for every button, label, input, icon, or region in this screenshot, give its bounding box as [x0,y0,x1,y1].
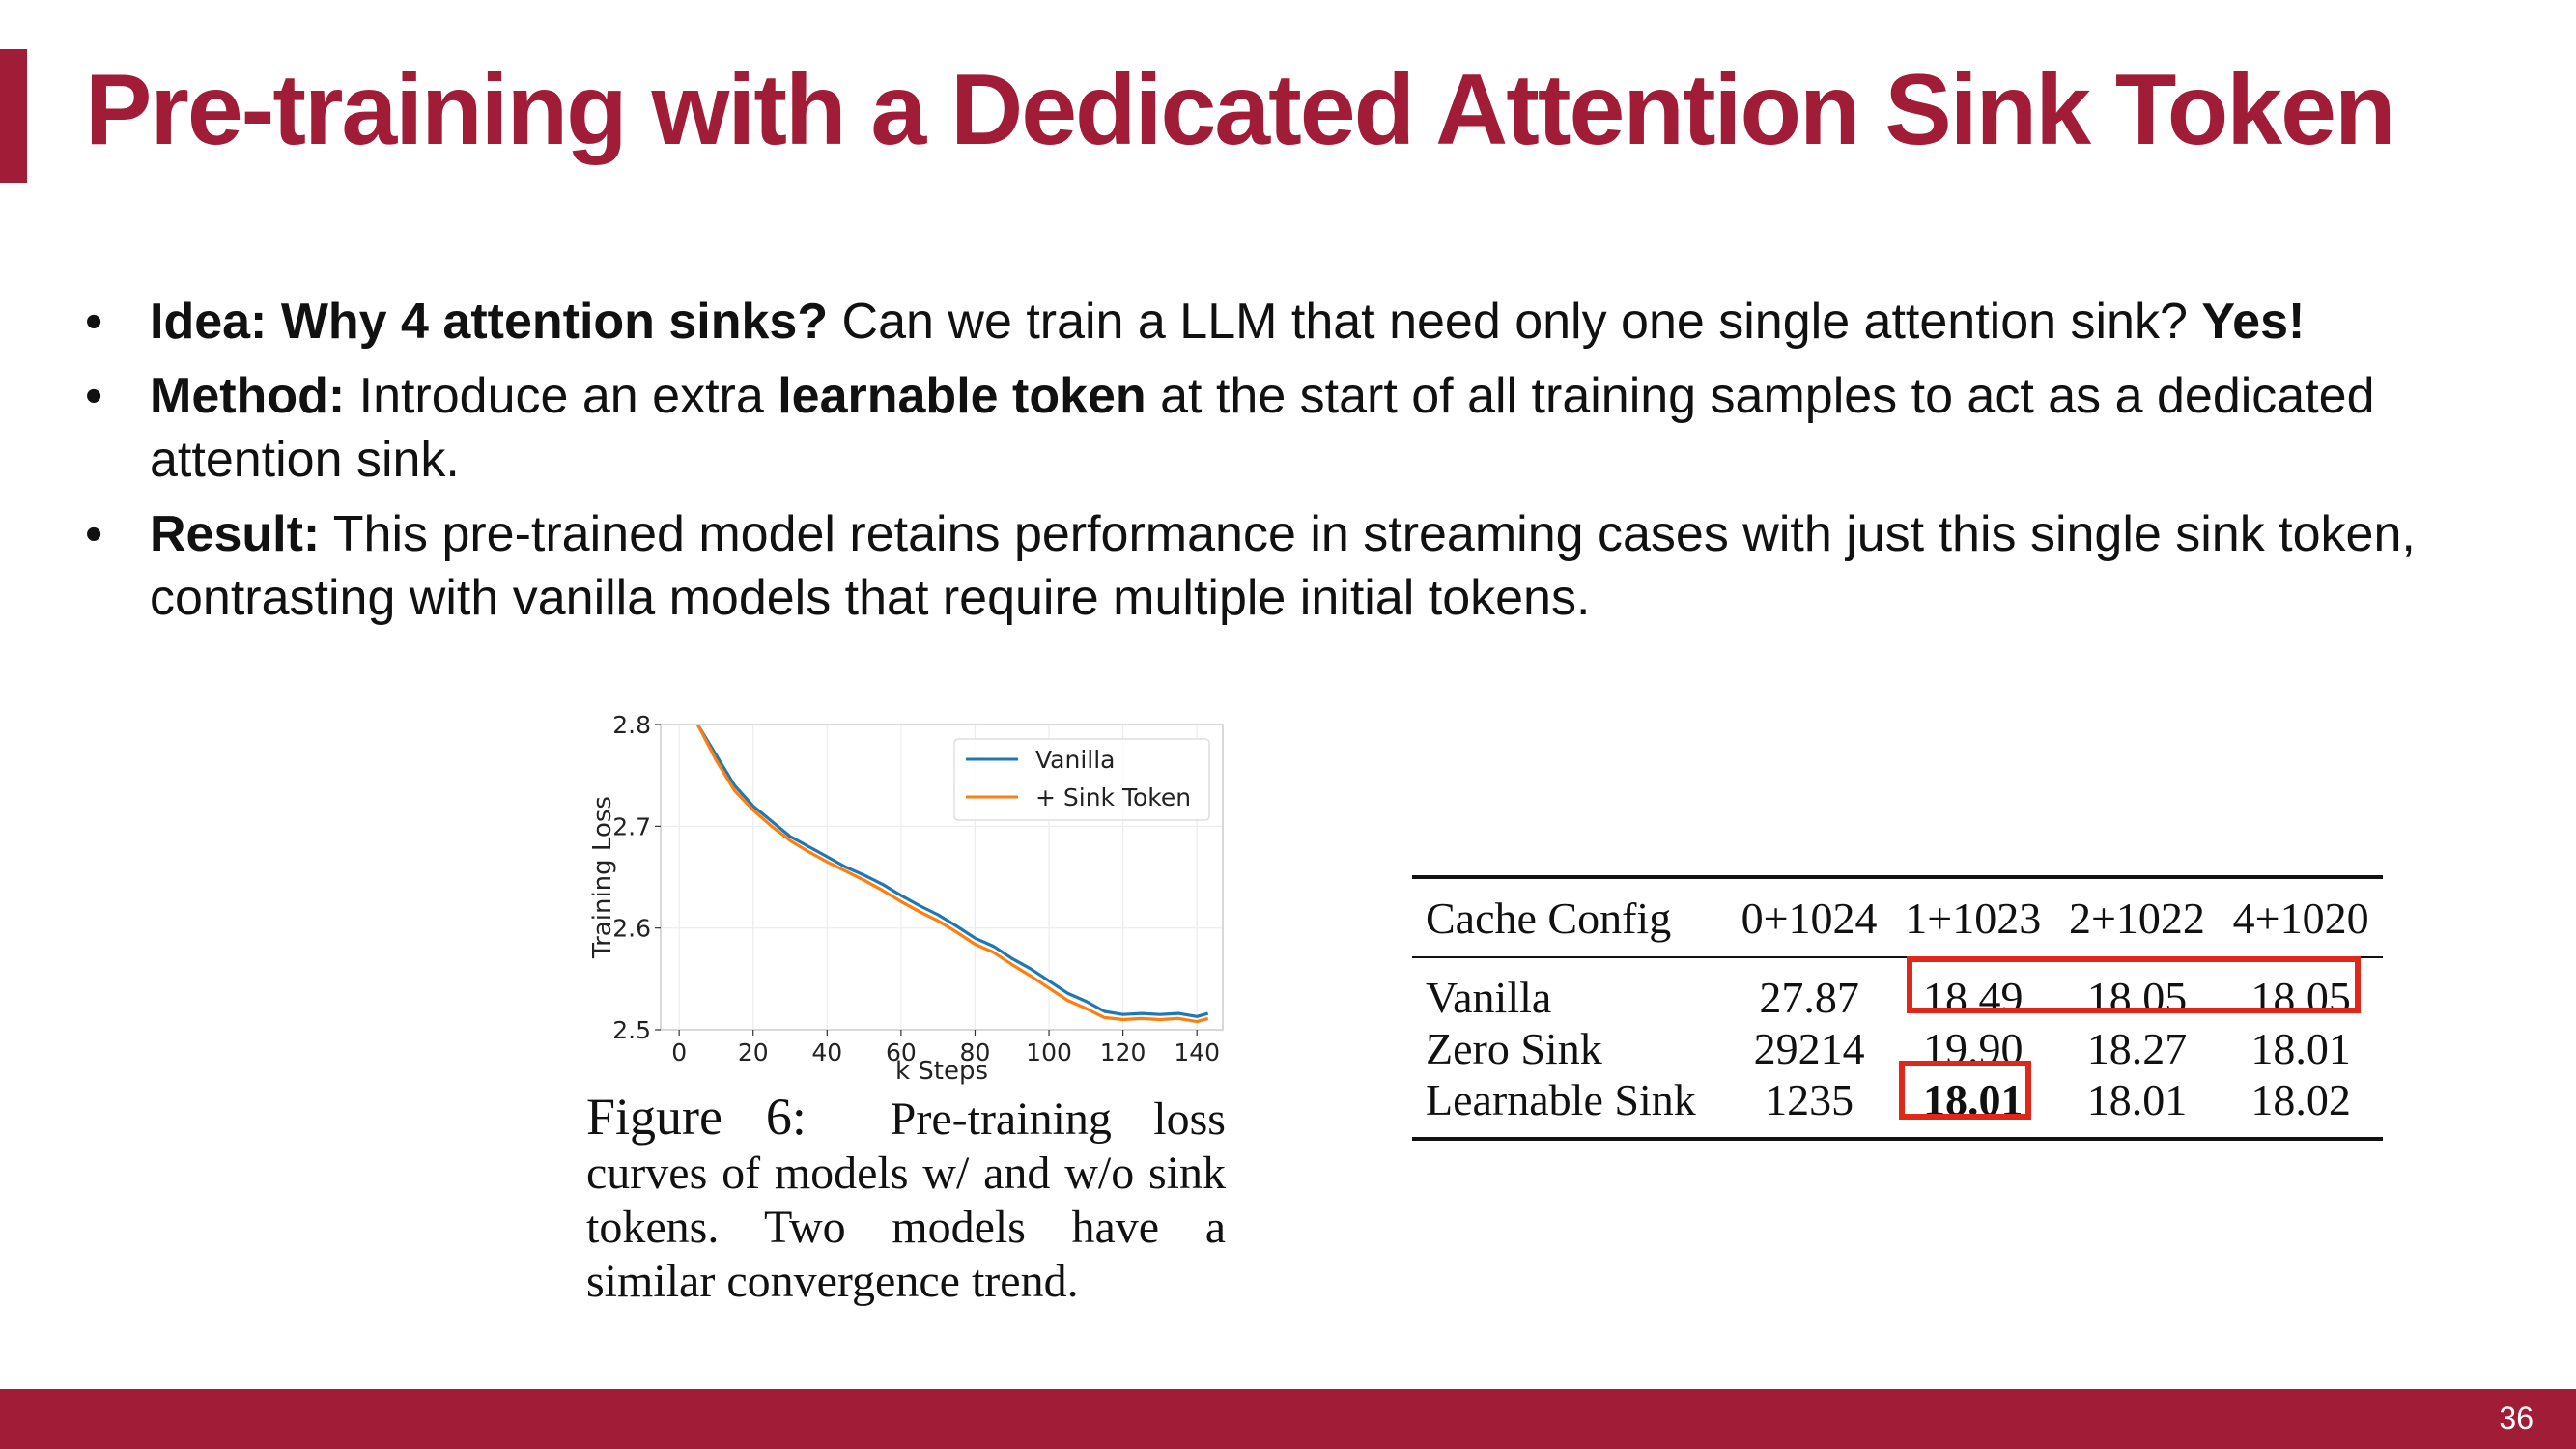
table-row-label: Vanilla [1426,973,1552,1022]
bullet-method-text: Introduce an extra [345,368,778,424]
table-header-cell: Cache Config [1426,893,1672,943]
x-tick-label: 40 [811,1038,842,1066]
bullet-idea-text: Can we train a LLM that need only one si… [828,294,2202,350]
table-cell: 29214 [1753,1024,1865,1073]
legend-label-vanilla: Vanilla [1035,746,1115,774]
table-header-cell: 4+1020 [2232,893,2369,943]
bullet-method-text-end: at the start of all training samples to … [150,368,2375,488]
bullet-result: • Result: This pre-trained model retains … [85,502,2519,630]
table-header-cell: 0+1024 [1741,893,1878,943]
bullet-method: • Method: Introduce an extra learnable to… [85,364,2519,492]
table-row-label: Learnable Sink [1426,1075,1696,1124]
chart-legend: Vanilla + Sink Token [953,738,1210,821]
table-cell: 18.49 [1923,973,2024,1022]
legend-label-sink-token: + Sink Token [1035,783,1191,811]
table-header-row: Cache Config 0+1024 1+1023 2+1022 4+1020 [1412,877,2383,957]
slide-title: Pre-training with a Dedicated Attention … [85,54,2395,166]
series-line-sink-token [695,724,1209,1024]
x-tick-label: 0 [671,1038,687,1066]
table-row: Zero Sink 29214 19.90 18.27 18.01 [1412,1023,2383,1074]
page-number: 36 [2499,1401,2534,1435]
x-tick-label: 20 [738,1038,769,1066]
bullet-symbol: • [85,294,103,350]
bullet-result-text: This pre-trained model retains performan… [150,506,2416,626]
x-tick-label: 140 [1174,1038,1220,1066]
y-tick-label: 2.7 [612,812,651,840]
table-cell: 18.01 [2250,1024,2351,1073]
x-tick-label: 80 [960,1038,991,1066]
bullet-method-heading: Method: [150,368,346,424]
bullet-list: • Idea: Why 4 attention sinks? Can we tra… [85,290,2519,640]
table-cell: 18.05 [2250,973,2351,1022]
series-line-vanilla [695,724,1209,1018]
plot-frame [660,724,1224,1031]
table-cell: 18.05 [2086,973,2188,1022]
table-cell: 18.02 [2250,1075,2351,1124]
loss-curve-chart: 0 20 40 60 80 100 120 140 2.5 2.6 2.7 2.8 k Steps T… [588,711,1224,1086]
chart-ticks: 0 20 40 60 80 100 120 140 2.5 2.6 2.7 2.8 [612,711,1220,1066]
table-row-label: Zero Sink [1426,1024,1602,1073]
figure-caption-text: Pre-training loss curves of models w/ an… [586,1094,1226,1307]
bullet-idea-answer: Yes! [2201,294,2306,350]
chart-series [695,724,1209,1024]
bullet-method-emphasis: learnable token [778,368,1146,424]
table-cell: 18.01 [2086,1075,2188,1124]
table-cell: 27.87 [1759,973,1859,1022]
y-axis-label: Training Loss [588,796,617,959]
highlight-box-learnable-sink [1899,1061,2031,1120]
bullet-result-heading: Result: [150,506,321,562]
table-header-cell: 1+1023 [1905,893,2042,943]
bullet-idea: • Idea: Why 4 attention sinks? Can we tra… [85,290,2519,354]
bullet-idea-heading: Idea: Why 4 attention sinks? [150,294,829,350]
x-tick-label: 100 [1026,1038,1072,1066]
highlight-box-vanilla [1907,956,2361,1013]
table-cell: 1235 [1765,1075,1854,1124]
table-cell: 18.27 [2086,1024,2188,1073]
y-tick-label: 2.5 [612,1016,651,1044]
y-tick-label: 2.6 [612,915,651,943]
x-axis-label: k Steps [895,1057,988,1086]
figure-caption: Figure 6: Pre-training loss curves of mo… [586,1090,1226,1309]
bullet-symbol: • [85,506,103,562]
footer-bar: 36 [0,1389,2576,1449]
y-tick-label: 2.8 [612,711,651,739]
table-row: Learnable Sink 1235 18.01 18.01 18.02 [1412,1074,2383,1139]
title-accent-bar [0,49,27,183]
table-header-cell: 2+1022 [2068,893,2205,943]
bullet-symbol: • [85,368,103,424]
figure-label: Figure 6: [586,1088,807,1146]
x-tick-label: 60 [886,1038,917,1066]
x-tick-label: 120 [1100,1038,1146,1066]
table-row: Vanilla 27.87 18.49 18.05 18.05 [1412,957,2383,1023]
